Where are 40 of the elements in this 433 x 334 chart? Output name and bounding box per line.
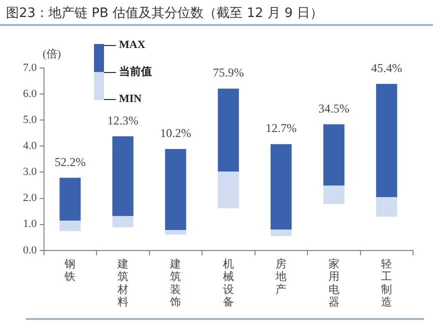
bar bbox=[165, 230, 186, 235]
x-tick-label: 轻工制造 bbox=[381, 258, 392, 309]
annotation: MIN bbox=[119, 93, 142, 105]
bar bbox=[218, 171, 239, 208]
bar bbox=[270, 144, 292, 230]
bar bbox=[376, 197, 398, 217]
annotation: 12.7% bbox=[266, 121, 297, 136]
x-tick-label: 建筑材料 bbox=[116, 258, 128, 309]
x-tick-label: 房地产 bbox=[274, 258, 287, 296]
y-tick-label: 3.0 bbox=[23, 166, 38, 178]
bar bbox=[323, 186, 344, 204]
bar bbox=[60, 178, 81, 221]
y-tick-label: 0.0 bbox=[23, 244, 38, 256]
annotation: 当前值 bbox=[119, 66, 152, 78]
y-tick-label: 4.0 bbox=[23, 140, 38, 152]
x-tick-label: 建筑装饰 bbox=[169, 258, 182, 309]
annotation: 12.3% bbox=[107, 113, 138, 128]
x-tick-label: 钢铁 bbox=[64, 258, 76, 284]
bar bbox=[60, 220, 81, 232]
chart-title: 图23：地产链 PB 估值及其分位数（截至 12 月 9 日） bbox=[6, 5, 323, 22]
y-axis-title: (倍) bbox=[42, 47, 62, 60]
bar bbox=[270, 230, 292, 236]
y-tick-label: 2.0 bbox=[23, 192, 38, 204]
x-tick-label: 机械设备 bbox=[222, 258, 234, 309]
bar bbox=[112, 136, 134, 216]
annotation: 10.2% bbox=[160, 126, 192, 140]
y-tick-label: 1.0 bbox=[23, 218, 38, 230]
bar bbox=[112, 216, 134, 228]
bar bbox=[218, 88, 239, 172]
bar bbox=[165, 149, 186, 230]
annotation: 45.4% bbox=[371, 61, 402, 76]
y-tick-label: 6.0 bbox=[23, 88, 38, 100]
annotation: 75.9% bbox=[212, 66, 244, 80]
y-tick-label: 5.0 bbox=[23, 114, 38, 126]
bar bbox=[376, 84, 398, 198]
y-tick-label: 7.0 bbox=[23, 62, 38, 74]
annotation: 52.2% bbox=[54, 154, 86, 169]
annotation: 34.5% bbox=[318, 101, 350, 116]
bar bbox=[323, 124, 344, 186]
x-tick-label: 家用电器 bbox=[328, 258, 340, 309]
